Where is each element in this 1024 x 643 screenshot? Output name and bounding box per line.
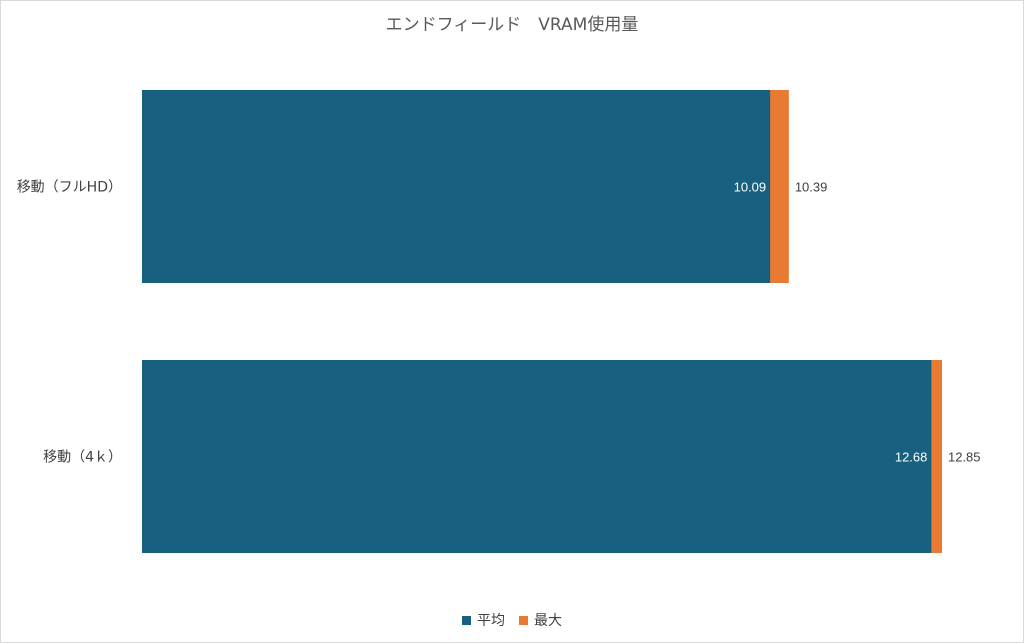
bar-average <box>142 360 932 553</box>
data-label-max: 12.85 <box>948 450 981 465</box>
data-label-max: 10.39 <box>795 180 828 195</box>
legend-label-average: 平均 <box>477 613 505 629</box>
legend: 平均 最大 <box>0 610 1024 630</box>
data-label-average: 12.68 <box>895 450 928 465</box>
legend-item-average: 平均 <box>462 610 505 630</box>
category-label: 移動（4ｋ） <box>43 450 122 466</box>
chart-title: エンドフィールド VRAM使用量 <box>385 15 639 35</box>
data-label-average: 10.09 <box>734 180 767 195</box>
legend-swatch-average <box>462 615 471 625</box>
bar-average <box>142 90 771 283</box>
category-label: 移動（フルHD） <box>17 180 122 196</box>
legend-swatch-max <box>519 615 528 625</box>
legend-item-max: 最大 <box>519 610 562 630</box>
legend-label-max: 最大 <box>534 613 562 629</box>
